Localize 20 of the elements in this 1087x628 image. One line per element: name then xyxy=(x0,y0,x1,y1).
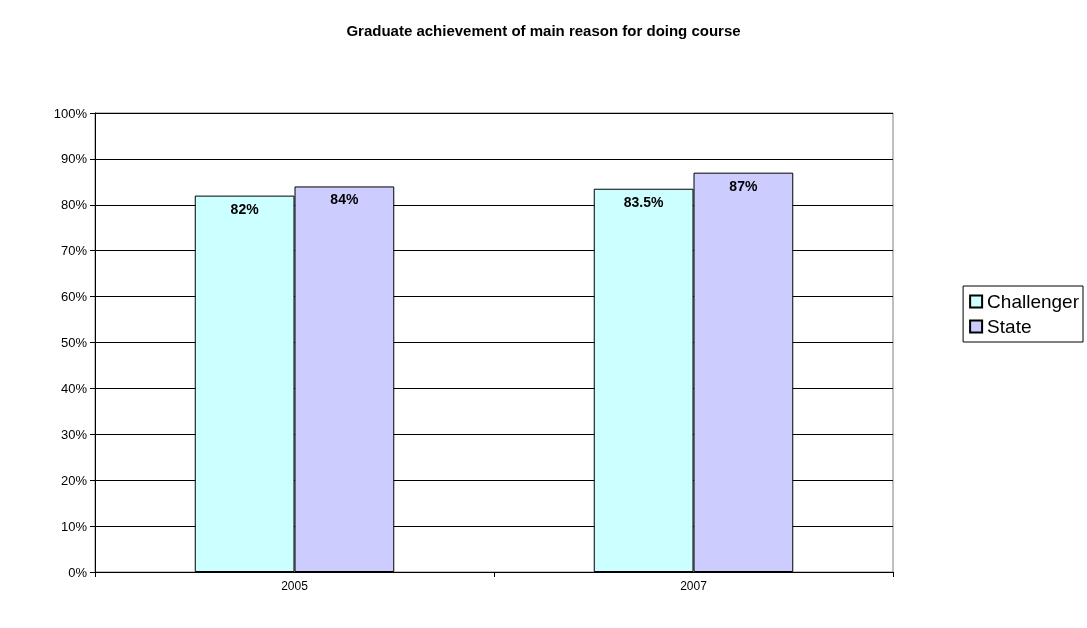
legend-label: Challenger xyxy=(987,291,1080,312)
y-tick-label: 50% xyxy=(60,335,88,350)
data-label: 82% xyxy=(230,200,260,217)
y-tick-label: 0% xyxy=(68,564,88,580)
y-tick-label: 80% xyxy=(60,197,88,213)
y-tick-label: 30% xyxy=(60,426,88,442)
chart-title: Graduate achievement of main reason for doing course xyxy=(346,22,741,39)
y-tick-label: 90% xyxy=(60,151,88,167)
y-tick-label: 70% xyxy=(60,243,88,259)
data-label: 83.5% xyxy=(623,193,665,210)
data-label: 87% xyxy=(729,177,758,194)
x-tick-label: 2005 xyxy=(281,579,309,593)
y-tick-label: 40% xyxy=(60,380,88,396)
x-tick-label: 2007 xyxy=(680,579,708,593)
y-tick-label: 20% xyxy=(60,472,88,488)
y-tick-label: 10% xyxy=(60,518,88,534)
data-label: 84% xyxy=(330,191,359,208)
y-tick-label: 60% xyxy=(60,289,88,305)
y-tick-label: 100% xyxy=(53,105,88,121)
legend-label: State xyxy=(987,316,1032,337)
